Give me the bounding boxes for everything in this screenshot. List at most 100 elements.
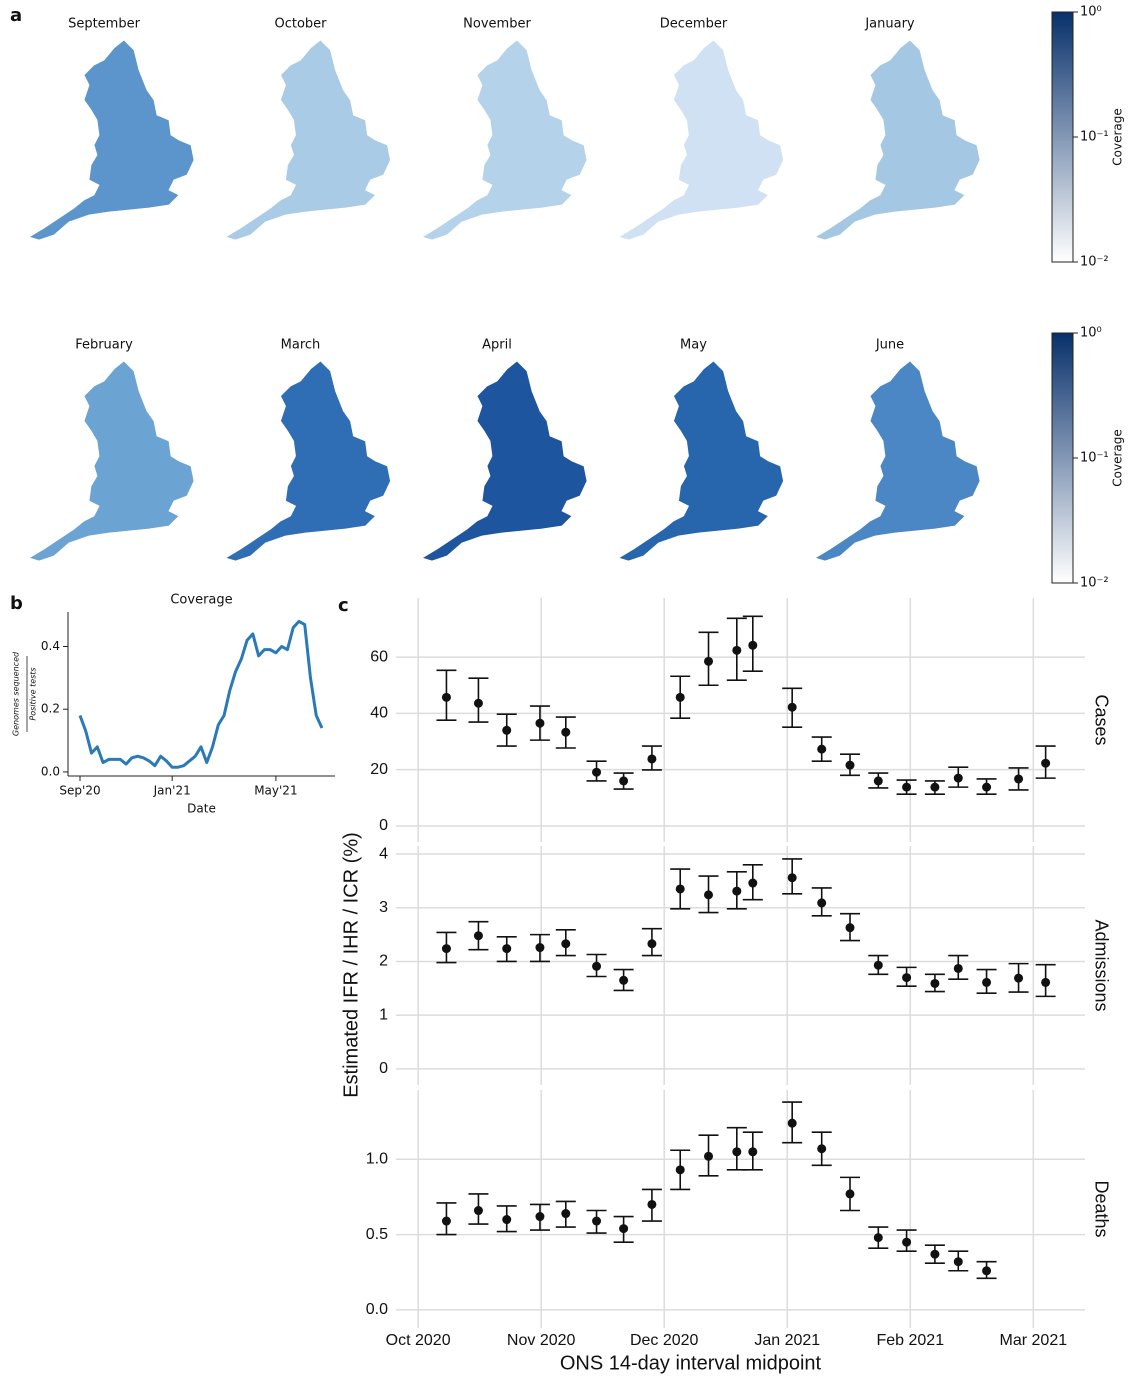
point [441,692,451,702]
y-label-denominator: Positive tests [29,667,38,720]
map-title: January [864,17,915,32]
strip-label: Admissions [1091,919,1111,1011]
y-tick-label: 0.2 [41,702,60,716]
colorbar [1051,332,1074,584]
point [675,692,685,702]
point [561,727,571,737]
x-axis-label: Date [187,802,216,816]
x-axis-label: ONS 14-day interval midpoint [560,1352,822,1374]
map-title: June [875,338,904,353]
x-tick-label: Oct 2020 [386,1332,451,1349]
point [902,782,912,792]
point [502,1215,512,1225]
region-map [28,39,195,241]
point [441,1216,451,1226]
point [647,939,657,949]
point [953,1257,963,1267]
region-map [421,39,588,241]
point [748,640,758,650]
point [953,773,963,783]
colorbar-tick-label: 10⁻² [1080,255,1109,270]
x-tick-label: Nov 2020 [507,1332,576,1349]
point [647,754,657,764]
panel-label: b [10,593,23,614]
colorbar [1051,11,1074,263]
point [845,760,855,770]
y-tick-label: 2 [379,953,388,970]
point [953,963,963,973]
point [748,878,758,888]
point [592,767,602,777]
point [535,1212,545,1222]
point [787,702,797,712]
point [787,1118,797,1128]
map-title: February [75,338,133,353]
y-tick-label: 4 [379,845,388,862]
point [982,977,992,987]
region-map [224,39,391,241]
y-tick-label: 20 [370,761,388,778]
region-map [617,39,784,241]
point [704,1151,714,1161]
x-tick-label: Mar 2021 [1000,1332,1068,1349]
point [1014,774,1024,784]
point [902,1237,912,1247]
panel-label: a [10,5,22,26]
point [1041,758,1051,768]
region-map [814,360,981,562]
point [619,975,629,985]
y-tick-label: 0.4 [41,639,60,653]
point [502,944,512,954]
map-title: April [482,338,512,353]
panel-label: c [338,595,349,616]
point [592,1216,602,1226]
colorbar-tick-label: 10⁻² [1080,576,1109,591]
point [817,1144,827,1154]
y-tick-label: 1 [379,1006,388,1023]
point [845,1189,855,1199]
map-title: May [680,338,707,353]
strip-label: Deaths [1091,1180,1111,1237]
chart-title: Coverage [170,593,232,608]
point [930,1249,940,1259]
region-map [617,360,784,562]
colorbar-tick-label: 10⁰ [1080,326,1102,341]
point [473,698,483,708]
y-tick-label: 1.0 [366,1151,388,1168]
region-map [814,39,981,241]
y-tick-label: 0.0 [41,764,60,778]
map-title: October [274,17,327,32]
point [441,944,451,954]
colorbar-tick-label: 10⁻¹ [1080,451,1109,466]
line-series [78,619,324,769]
strip-label: Cases [1091,694,1111,745]
errorbar-chart: 0 20 40 60 Cases 0 1 2 3 4 Admissions 0.0 0.5 1.0 Deat… [340,598,1111,1374]
point [930,782,940,792]
point [473,931,483,941]
point [1041,977,1051,987]
point [561,1209,571,1219]
y-tick-label: 3 [379,899,388,916]
region-map [224,360,391,562]
point [732,886,742,896]
point [535,718,545,728]
point [787,873,797,883]
point [982,1266,992,1276]
x-tick-label: Jan 2021 [754,1332,820,1349]
region-map [421,360,588,562]
x-tick-label: May'21 [254,784,297,798]
point [704,890,714,900]
point [502,725,512,735]
y-tick-label: 0 [379,817,388,834]
point [535,943,545,953]
point [619,776,629,786]
colorbar-label: Coverage [1111,429,1125,487]
colorbar-tick-label: 10⁰ [1080,5,1102,20]
point [675,884,685,894]
point [873,776,883,786]
point [619,1224,629,1234]
point [561,939,571,949]
map-title: September [68,17,141,32]
